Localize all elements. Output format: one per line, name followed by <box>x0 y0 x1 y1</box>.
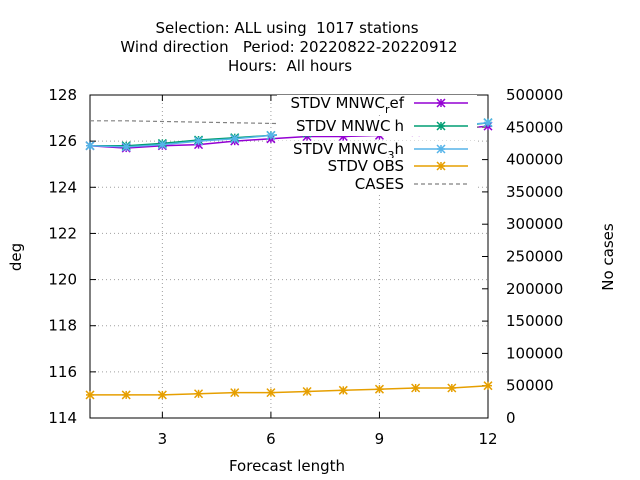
y-tick-label: 126 <box>48 132 77 150</box>
x-tick-label: 12 <box>478 430 497 448</box>
data-point-2-2 <box>157 140 167 150</box>
legend-entry-2: STDV MNWC3h <box>293 140 404 162</box>
y-tick-label: 114 <box>48 409 77 427</box>
y2-tick-label: 50000 <box>506 377 554 395</box>
title-line-1: Selection: ALL using 1017 stations <box>155 19 418 37</box>
y-tick-label: 120 <box>48 271 77 289</box>
y-tick-label: 122 <box>48 224 77 242</box>
y2-tick-label: 0 <box>506 409 516 427</box>
legend-bg-2 <box>277 141 477 159</box>
legend-marker-1 <box>436 121 446 131</box>
y-tick-label: 118 <box>48 317 77 335</box>
data-point-2-1 <box>121 142 131 152</box>
legend-entry-0: STDV MNWCref <box>290 94 404 116</box>
legend-bg-4 <box>277 176 477 194</box>
y2-tick-label: 200000 <box>506 280 563 298</box>
y2-tick-label: 300000 <box>506 215 563 233</box>
legend-bg-3 <box>277 158 477 176</box>
x-axis-label: Forecast length <box>229 457 345 475</box>
title-line-3: Hours: All hours <box>228 57 352 75</box>
x-tick-label: 9 <box>375 430 385 448</box>
y2-axis-label: No cases <box>599 223 617 291</box>
ticks: 3 6 9 12 114 116 118 120 122 124 126 128 0 50000 10000… <box>48 86 563 448</box>
data-point-3-4 <box>230 388 240 398</box>
y-tick-label: 116 <box>48 363 77 381</box>
data-point-3-9 <box>411 383 421 393</box>
data-point-3-2 <box>157 390 167 400</box>
data-point-3-0 <box>85 390 95 400</box>
data-point-2-11 <box>483 118 493 128</box>
data-point-3-1 <box>121 390 131 400</box>
y2-tick-label: 100000 <box>506 344 563 362</box>
y-axis-label: deg <box>7 243 25 271</box>
data-point-3-8 <box>374 384 384 394</box>
y2-tick-label: 150000 <box>506 312 563 330</box>
x-tick-label: 6 <box>266 430 276 448</box>
data-point-2-5 <box>266 130 276 140</box>
legend-entry-3: STDV OBS <box>328 157 404 175</box>
x-tick-label: 3 <box>158 430 168 448</box>
title-line-2: Wind direction Period: 20220822-20220912 <box>120 38 457 56</box>
y-tick-label: 124 <box>48 178 77 196</box>
data-point-3-5 <box>266 388 276 398</box>
legend-entry-1: STDV MNWC h <box>296 117 404 135</box>
data-point-3-11 <box>483 381 493 391</box>
data-point-3-6 <box>302 386 312 396</box>
y-tick-label: 128 <box>48 86 77 104</box>
y2-tick-label: 350000 <box>506 183 563 201</box>
data-point-2-4 <box>230 134 240 144</box>
chart-title: Selection: ALL using 1017 stations Wind … <box>120 19 457 75</box>
data-point-3-3 <box>194 389 204 399</box>
data-point-3-10 <box>447 383 457 393</box>
series-line-3 <box>90 384 489 396</box>
y2-tick-label: 500000 <box>506 86 563 104</box>
data-point-3-7 <box>338 385 348 395</box>
legend-marker-0 <box>436 98 446 108</box>
legend-bg-0 <box>277 95 477 113</box>
y2-tick-label: 250000 <box>506 248 563 266</box>
data-point-2-0 <box>85 141 95 151</box>
data-point-2-3 <box>194 136 204 146</box>
legend-marker-2 <box>436 144 446 154</box>
y2-tick-label: 400000 <box>506 151 563 169</box>
legend-bg-1 <box>277 118 477 136</box>
legend-entry-4: CASES <box>355 175 404 193</box>
y2-tick-label: 450000 <box>506 118 563 136</box>
legend-marker-3 <box>436 161 446 171</box>
